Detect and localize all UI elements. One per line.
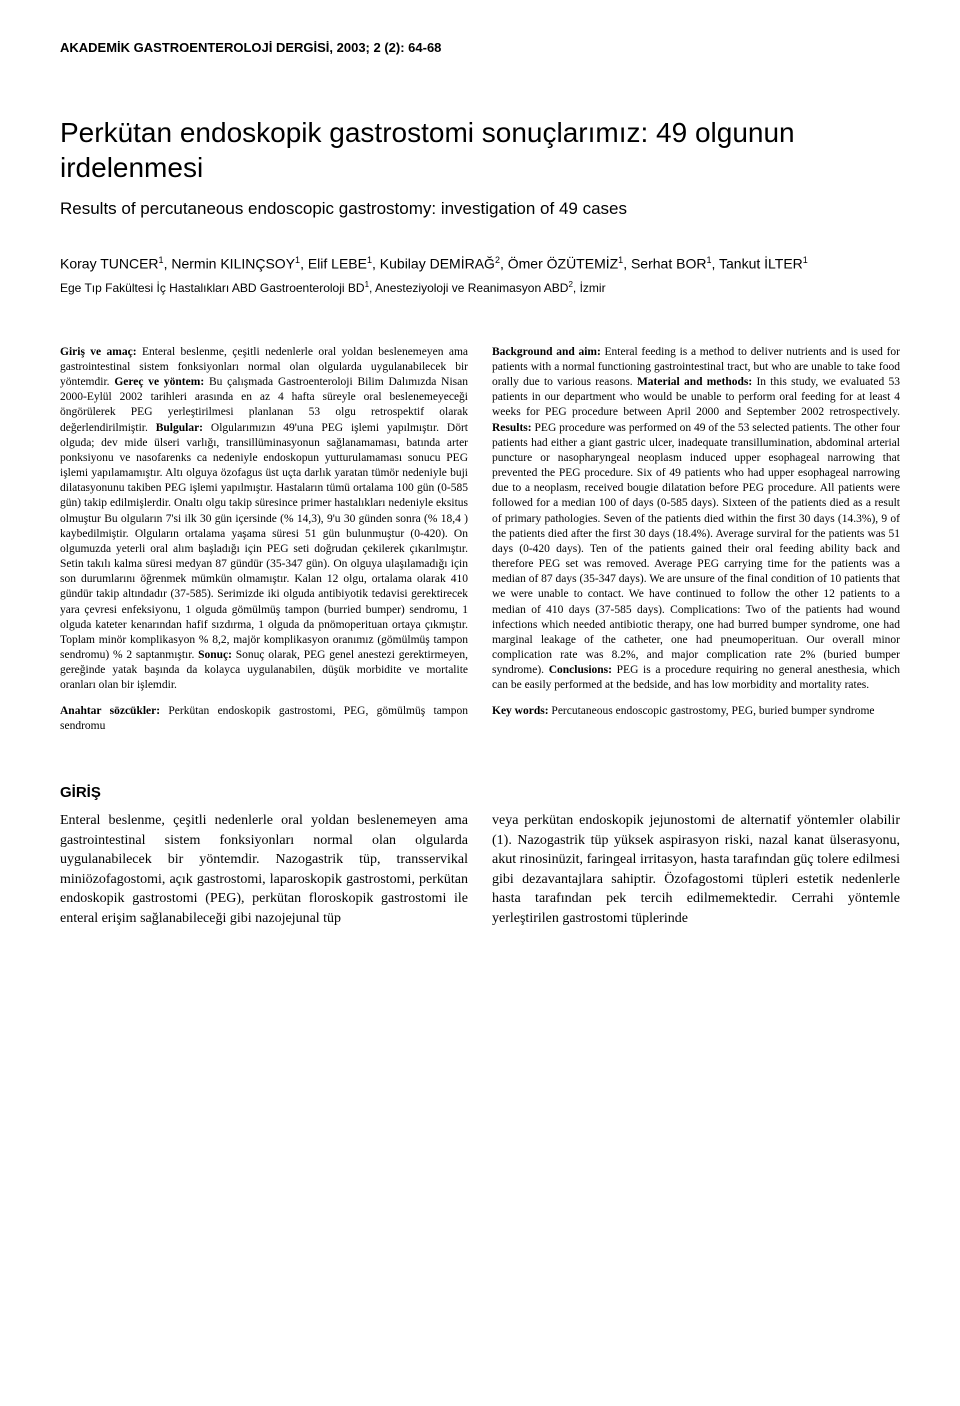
abstract-en-text: Background and aim: Enteral feeding is a… [492, 345, 900, 694]
page: AKADEMİK GASTROENTEROLOJİ DERGİSİ, 2003;… [0, 0, 960, 969]
body-col-right: veya perkütan endoskopik jejunostomi de … [492, 811, 900, 929]
abstract-tr-text: Giriş ve amaç: Enteral beslenme, çeşitli… [60, 345, 468, 694]
body-row: Enteral beslenme, çeşitli nedenlerle ora… [60, 811, 900, 929]
authors-line: Koray TUNCER1, Nermin KILINÇSOY1, Elif L… [60, 255, 900, 272]
article-subtitle: Results of percutaneous endoscopic gastr… [60, 199, 900, 219]
abstract-row: Giriş ve amaç: Enteral beslenme, çeşitli… [60, 345, 900, 734]
abstract-turkish: Giriş ve amaç: Enteral beslenme, çeşitli… [60, 345, 468, 734]
affiliations-line: Ege Tıp Fakültesi İç Hastalıkları ABD Ga… [60, 280, 900, 295]
article-title: Perkütan endoskopik gastrostomi sonuçlar… [60, 115, 900, 185]
body-col-left: Enteral beslenme, çeşitli nedenlerle ora… [60, 811, 468, 929]
section-heading-intro: GİRİŞ [60, 784, 900, 801]
journal-header: AKADEMİK GASTROENTEROLOJİ DERGİSİ, 2003;… [60, 40, 900, 55]
keywords-en: Key words: Percutaneous endoscopic gastr… [492, 704, 900, 719]
keywords-tr: Anahtar sözcükler: Perkütan endoskopik g… [60, 704, 468, 734]
abstract-english: Background and aim: Enteral feeding is a… [492, 345, 900, 734]
